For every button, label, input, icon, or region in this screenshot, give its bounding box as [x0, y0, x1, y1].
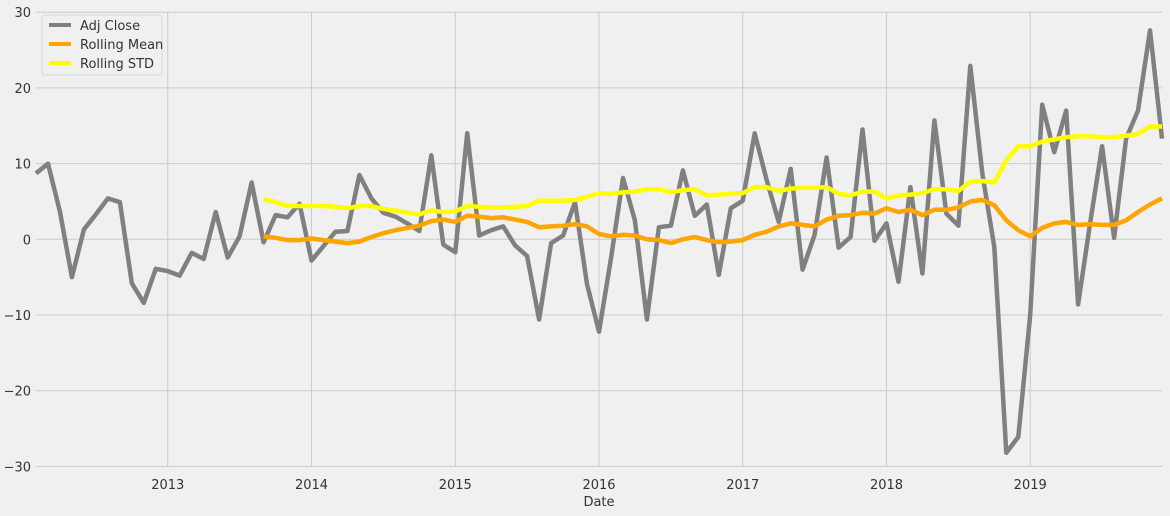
series-line-rolling-mean — [263, 196, 1164, 246]
legend-label-adj-close: Adj Close — [80, 19, 140, 34]
y-tick-label: 10 — [14, 158, 31, 173]
series-line-adj-close — [34, 28, 1165, 456]
y-tick-label: −10 — [4, 309, 31, 324]
y-axis-tick-labels: 30 20 10 0 −10 −20 −30 — [4, 6, 31, 475]
legend-label-rolling-mean: Rolling Mean — [80, 38, 163, 53]
x-tick-label: 2017 — [726, 478, 759, 493]
x-tick-label: 2019 — [1014, 478, 1047, 493]
y-tick-label: −20 — [4, 385, 31, 400]
plot-series — [34, 28, 1165, 456]
y-tick-label: 30 — [14, 6, 31, 21]
x-tick-label: 2013 — [151, 478, 184, 493]
legend: Adj Close Rolling Mean Rolling STD — [41, 14, 163, 76]
x-tick-label: 2015 — [439, 478, 472, 493]
x-tick-label: 2018 — [870, 478, 903, 493]
y-tick-label: 0 — [23, 233, 31, 248]
x-axis-tick-labels: 2013 2014 2015 2016 2017 2018 2019 — [151, 478, 1047, 493]
legend-box — [41, 14, 163, 76]
x-tick-label: 2014 — [295, 478, 328, 493]
x-tick-label: 2016 — [582, 478, 615, 493]
series-line-rolling-std — [263, 124, 1162, 217]
y-tick-label: −30 — [4, 460, 31, 475]
y-tick-label: 20 — [14, 82, 31, 97]
x-axis-label: Date — [583, 495, 614, 510]
legend-label-rolling-std: Rolling STD — [80, 57, 154, 72]
